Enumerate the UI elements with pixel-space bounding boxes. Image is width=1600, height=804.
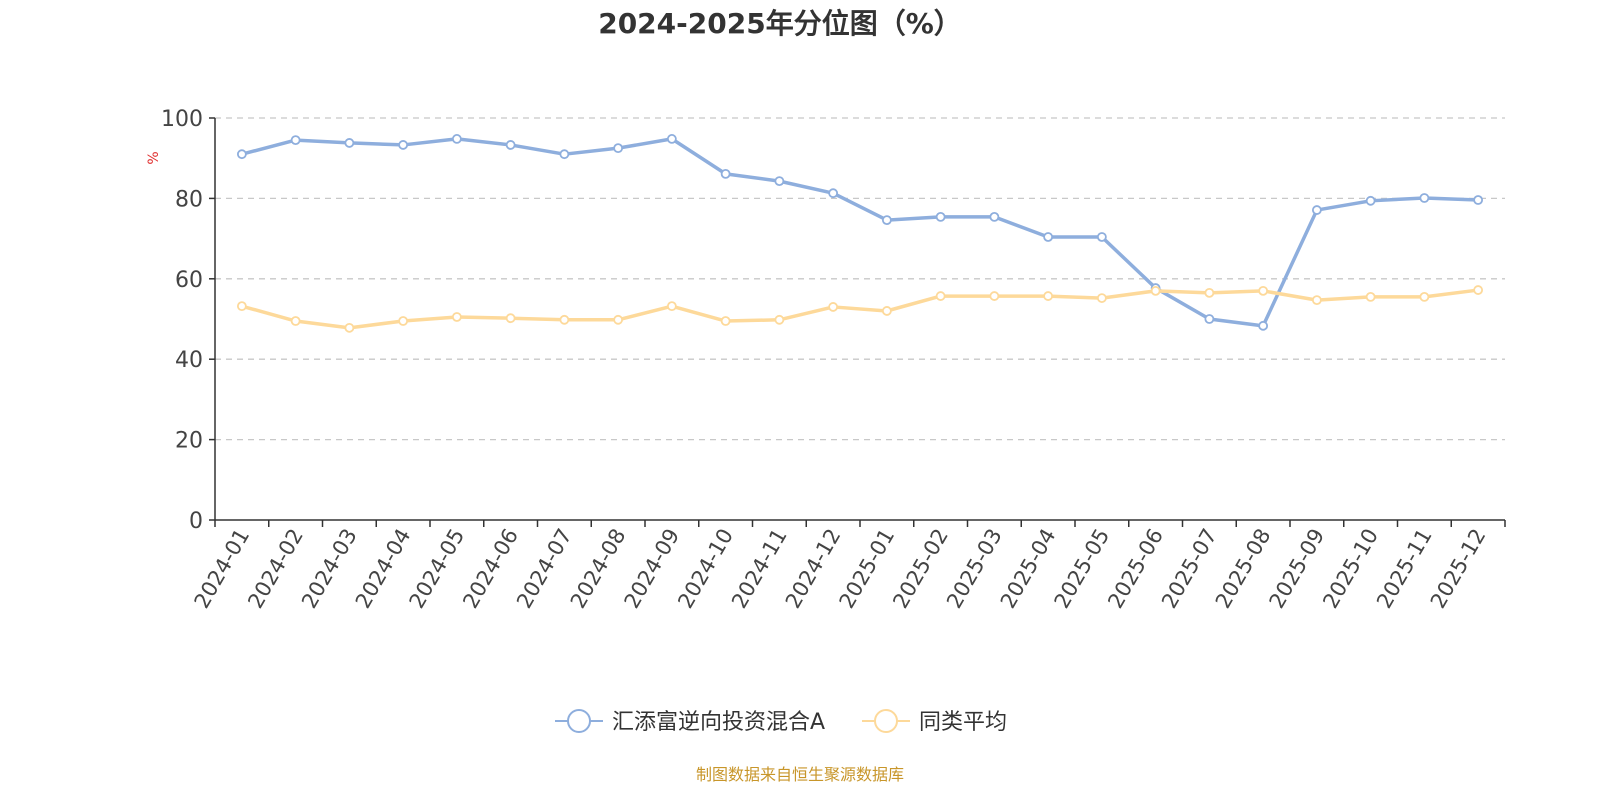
y-tick-label: 0 [189,509,203,534]
data-point [451,312,462,322]
legend-item-0: 汇添富逆向投资混合A [555,709,825,735]
data-point [290,316,301,326]
footer-source: 制图数据来自恒生聚源数据库 [696,765,904,784]
data-point [1365,195,1376,206]
data-point [559,314,570,325]
data-point [290,135,301,146]
data-point [1096,293,1107,303]
data-point [613,314,624,325]
data-point [666,134,677,144]
data-point [1096,232,1107,242]
data-point [935,291,946,301]
legend-marker-icon [567,709,591,733]
data-point [720,168,731,179]
legend-item-1: 同类平均 [862,709,1007,735]
data-point [1204,314,1215,324]
legend: 汇添富逆向投资混合A 同类平均 [555,709,1007,735]
data-point [828,302,839,312]
legend-marker-icon [874,709,898,733]
chart-title: 2024-2025年分位图（%） [598,7,962,40]
y-tick-label: 80 [175,187,203,212]
data-point [1365,291,1376,302]
data-point [1258,285,1269,296]
data-point [1043,291,1054,301]
data-point [1311,295,1322,306]
data-point [451,134,462,144]
y-tick-label: 40 [175,348,203,373]
data-point [344,138,355,148]
y-tick-label: 20 [175,429,203,454]
data-point [666,301,677,312]
y-tick-label: 60 [175,268,203,293]
data-point [1258,320,1269,331]
series-1 [236,285,1484,333]
legend-label: 同类平均 [919,710,1007,735]
data-point [774,314,785,325]
data-point [613,143,624,154]
data-point [1419,193,1430,203]
data-point [935,211,946,222]
data-point [398,140,409,150]
data-point [398,316,409,326]
legend-label: 汇添富逆向投资混合A [612,710,825,735]
data-point [828,188,839,199]
data-point [505,313,516,324]
data-point [774,176,785,187]
data-point [344,322,355,333]
data-point [1204,287,1215,298]
y-axis-label: % [146,151,162,164]
data-point [1150,285,1161,296]
data-point [720,316,731,326]
data-point [236,301,247,312]
data-point [989,211,1000,222]
series-0 [236,134,1484,331]
y-tick-label: 100 [161,107,203,132]
data-point [1473,285,1484,295]
data-point [881,306,892,316]
data-point [559,149,570,160]
data-point [505,140,516,150]
series-line [241,137,1479,328]
series-line [241,288,1479,330]
data-point [989,291,1000,301]
data-point [236,149,247,160]
data-point [1043,232,1054,242]
data-point [1473,195,1484,205]
data-point [1311,205,1322,215]
data-point [881,215,892,226]
data-point [1419,291,1430,302]
